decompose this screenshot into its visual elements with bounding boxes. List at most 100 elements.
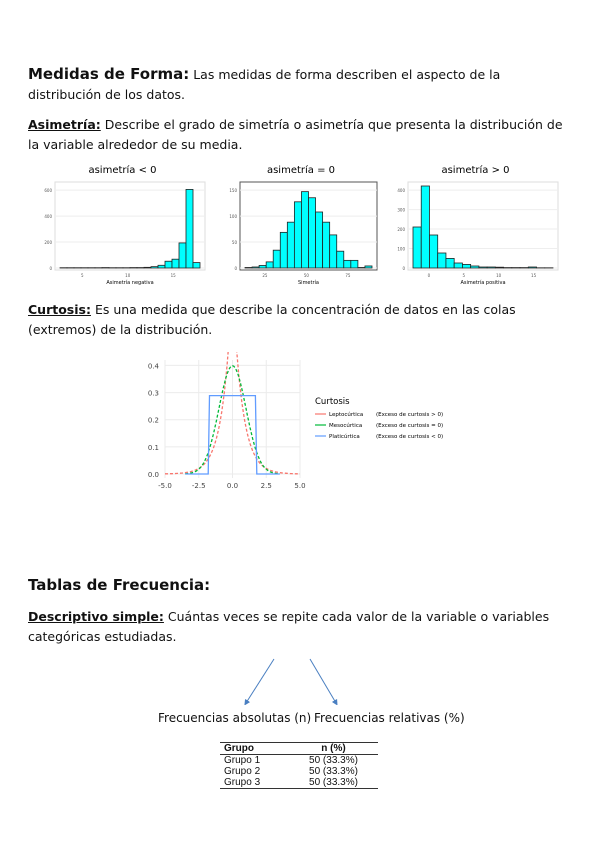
histogram-bar: [343, 259, 352, 269]
histogram-bar: [258, 265, 267, 269]
histogram-bar: [364, 265, 373, 269]
histogram-bar: [265, 261, 274, 269]
y-tick-label: 400: [397, 188, 405, 193]
x-tick-label: 5.0: [294, 482, 305, 490]
descriptivo-term: Descriptivo simple:: [28, 609, 164, 624]
asimetria-paragraph: Asimetría: Describe el grado de simetría…: [28, 115, 573, 155]
y-tick-label: 0.3: [148, 390, 159, 398]
histogram-bar: [412, 226, 422, 269]
legend-label: Mesocúrtica: [329, 422, 362, 429]
x-tick-label: 5: [81, 273, 84, 278]
y-tick-label: 200: [397, 227, 405, 232]
cell-n: 50 (33.3%): [309, 755, 358, 766]
histogram-bar: [171, 258, 180, 269]
asimetria-term: Asimetría:: [28, 117, 101, 132]
x-tick-label: 10: [496, 273, 502, 278]
x-tick-label: 10: [125, 273, 131, 278]
cell-grupo: Grupo 1: [224, 755, 261, 766]
x-tick-label: -5.0: [158, 482, 172, 490]
descriptivo-paragraph: Descriptivo simple: Cuántas veces se rep…: [28, 607, 573, 647]
arrows: [244, 658, 338, 705]
histogram-bar: [185, 189, 194, 269]
histogram-bar: [150, 266, 159, 269]
x-axis-label: Asimetría negativa: [106, 279, 153, 286]
forma-paragraph: Medidas de Forma: Las medidas de forma d…: [28, 64, 573, 105]
legend-title: Curtosis: [315, 397, 350, 407]
histogram-bar: [453, 262, 463, 269]
histogram-bar: [429, 234, 439, 269]
curve-mesocúrtica: [185, 364, 280, 475]
y-tick-label: 400: [44, 214, 52, 219]
histogram-bar: [420, 185, 430, 269]
x-tick-label: 2.5: [261, 482, 272, 490]
y-tick-label: 150: [229, 188, 237, 193]
frequency-table: Grupo n (%) Grupo 1 50 (33.3%) Grupo 2 50 …: [220, 742, 378, 789]
histogram-bar: [357, 267, 366, 269]
y-tick-label: 600: [44, 188, 52, 193]
histogram-1: asimetría < 0 0 200 400 600 5 10 15 Asimetría ne…: [44, 164, 206, 286]
x-tick-label: 15: [171, 273, 177, 278]
x-tick-label: 15: [531, 273, 537, 278]
legend-note: (Exceso de curtosis = 0): [376, 423, 443, 429]
y-tick-label: 300: [397, 208, 405, 213]
x-tick-label: 5: [463, 273, 466, 278]
y-tick-label: 0: [402, 266, 405, 271]
header-n: n (%): [321, 743, 346, 754]
histogram-bar: [143, 266, 152, 269]
histogram-2: asimetría = 0 0 50 100 150 25 50 75 Simetría: [229, 164, 378, 286]
histogram-bar: [164, 260, 173, 269]
y-tick-label: 200: [44, 240, 52, 245]
histogram-bar: [279, 231, 288, 269]
frecuencias-absolutas: Frecuencias absolutas (n): [158, 711, 312, 725]
cell-grupo: Grupo 2: [224, 766, 261, 777]
histogram-panels: asimetría < 0 0 200 400 600 5 10 15 Asimetría ne…: [44, 164, 559, 286]
forma-text: Las medidas de forma describen el aspect…: [28, 67, 501, 102]
curve-platicúrtica: [185, 394, 280, 475]
histogram-title: asimetría < 0: [88, 164, 156, 176]
cell-n: 50 (33.3%): [309, 777, 358, 788]
table-row: Grupo 1 50 (33.3%): [220, 755, 378, 767]
cell-grupo: Grupo 3: [224, 777, 261, 788]
frecuencias-relativas: Frecuencias relativas (%): [314, 711, 465, 725]
x-tick-label: -2.5: [192, 482, 206, 490]
table-row: Grupo 3 50 (33.3%): [220, 777, 378, 789]
y-tick-label: 100: [397, 247, 405, 252]
histogram-bar: [157, 264, 166, 269]
histogram-bar: [470, 265, 480, 269]
x-tick-label: 75: [345, 273, 351, 278]
legend-label: Leptocúrtica: [329, 411, 363, 418]
y-tick-label: 0.2: [148, 417, 159, 425]
histogram-bar: [478, 266, 488, 269]
histogram-bar: [315, 211, 324, 269]
legend-note: (Exceso de curtosis < 0): [376, 434, 443, 440]
curtosis-text: Es una medida que describe la concentrac…: [28, 302, 516, 337]
y-tick-label: 100: [229, 214, 237, 219]
legend-label: Platicúrtica: [329, 433, 360, 440]
curtosis-chart: 0.0 0.1 0.2 0.3 0.4 -5.0 -2.5 0.0 2.5 5.0 Curtosis…: [148, 352, 443, 490]
histogram-bar: [178, 242, 187, 269]
arrow-relativas: [309, 658, 338, 705]
forma-heading: Medidas de Forma:: [28, 65, 190, 83]
tablas-heading: Tablas de Frecuencia:: [28, 576, 211, 594]
x-axis-label: Simetría: [298, 279, 319, 286]
histogram-title: asimetría > 0: [441, 164, 509, 176]
histogram-bar: [494, 266, 504, 269]
x-tick-label: 50: [304, 273, 310, 278]
x-tick-label: 0: [428, 273, 431, 278]
arrow-absolutas: [244, 658, 275, 705]
histogram-bar: [322, 221, 331, 269]
curtosis-term: Curtosis:: [28, 302, 91, 317]
histogram-bar: [192, 262, 201, 269]
histogram-bar: [251, 266, 260, 269]
x-axis-label: Asimetría positiva: [460, 279, 505, 286]
y-tick-label: 0.0: [148, 471, 159, 479]
header-grupo: Grupo: [224, 743, 254, 754]
cell-n: 50 (33.3%): [309, 766, 358, 777]
asimetria-text: Describe el grado de simetría o asimetrí…: [28, 117, 563, 152]
legend-note: (Exceso de curtosis > 0): [376, 412, 443, 418]
descriptivo-text: Cuántas veces se repite cada valor de la…: [28, 609, 550, 644]
histogram-bar: [301, 191, 309, 269]
histogram-bar: [462, 264, 472, 269]
histogram-3: asimetría > 0 0 100 200 300 400 0 5 10 15 Asimetrí…: [397, 164, 559, 286]
y-tick-label: 0.4: [148, 362, 160, 370]
